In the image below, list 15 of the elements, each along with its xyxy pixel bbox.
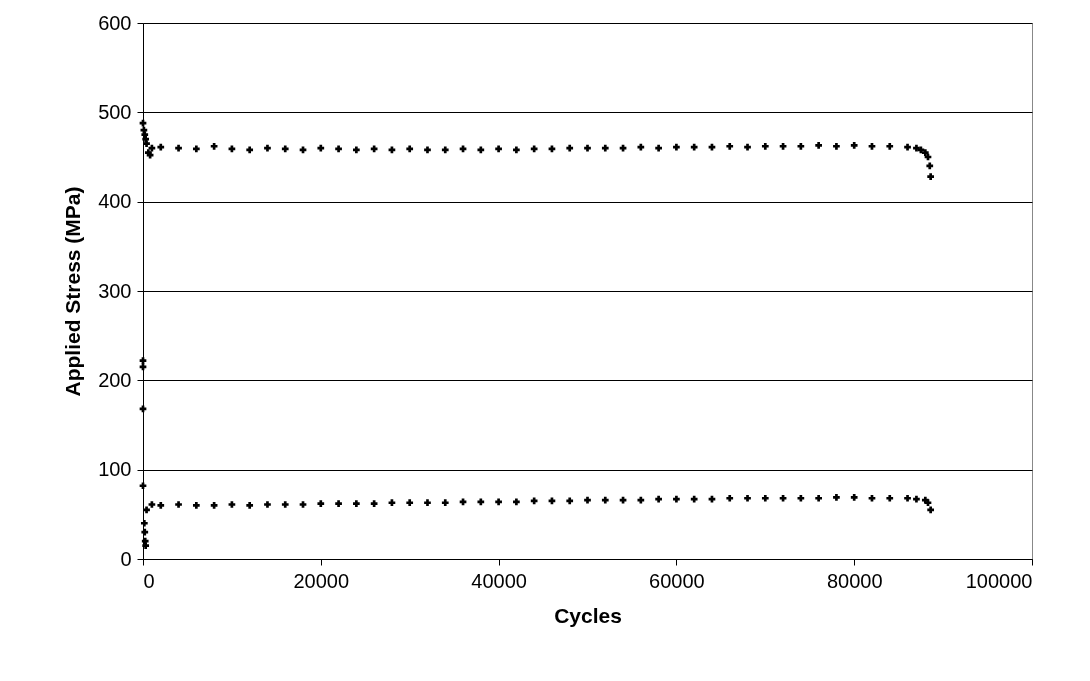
x-tick-label: 100000 <box>965 569 1033 592</box>
y-tick-label: 300 <box>98 279 132 302</box>
y-axis-title: Applied Stress (MPa) <box>61 186 85 397</box>
y-tick-label: 0 <box>120 547 132 570</box>
y-tick-label: 500 <box>98 100 132 123</box>
y-tick-label: 100 <box>98 458 132 481</box>
y-tick-label: 200 <box>98 368 132 391</box>
x-tick-label: 40000 <box>471 569 527 592</box>
y-tick-label: 600 <box>98 11 132 34</box>
x-axis-title: Cycles <box>554 603 622 627</box>
x-tick-label: 20000 <box>293 569 350 592</box>
x-tick-label: 80000 <box>826 569 883 592</box>
x-tick-label: 60000 <box>649 569 705 592</box>
y-tick-label: 400 <box>98 190 132 213</box>
x-tick-label: 0 <box>143 569 155 592</box>
